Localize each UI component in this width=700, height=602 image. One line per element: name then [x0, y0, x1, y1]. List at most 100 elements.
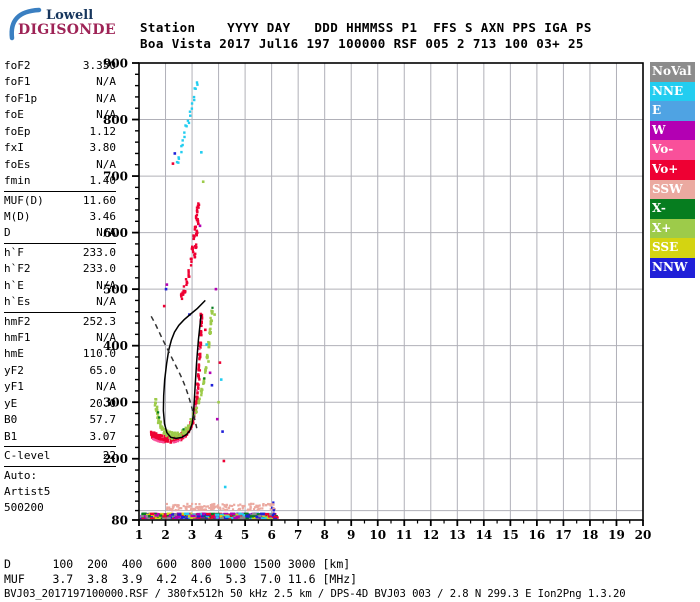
param-value: 110.0 — [82, 347, 116, 361]
param-row-b0: B0 57.7 — [4, 412, 116, 428]
legend-item-e[interactable]: E — [650, 101, 695, 121]
ionogram-parameter-table: foF2 3.350 foF1 N/A foF1p N/A foE N/A foEp 1.12 fx… — [4, 58, 116, 517]
param-key: h`Es — [4, 295, 31, 309]
param-row-hf2: h`F2 233.0 — [4, 261, 116, 277]
x-tick-label: 4 — [214, 528, 222, 542]
lowell-digisonde-logo: Lowell DIGISONDE — [6, 6, 126, 42]
x-tick-label: 19 — [608, 528, 625, 542]
x-tick-label: 6 — [267, 528, 275, 542]
param-row-foes: foEs N/A — [4, 157, 116, 173]
legend-item-vo[interactable]: Vo- — [650, 140, 695, 160]
footer-file-row: BVJ03_2017197100000.RSF / 380fx512h 50 k… — [4, 588, 626, 600]
station-header-labels: Station YYYY DAY DDD HHMMSS P1 FFS S AXN… — [140, 20, 592, 35]
param-value: 233.0 — [82, 245, 116, 259]
param-key: fmin — [4, 174, 31, 188]
param-key: M(D) — [4, 209, 31, 223]
param-value: 233.0 — [82, 262, 116, 276]
param-row-fof1: foF1 N/A — [4, 74, 116, 90]
param-row-mufd: MUF(D) 11.60 — [4, 193, 116, 209]
polarization-legend: NoVal NNE E W Vo- Vo+ SSW X- X+ SSE NNW — [650, 62, 695, 278]
param-value: N/A — [96, 157, 116, 171]
param-value: N/A — [96, 331, 116, 344]
param-value: 3.350 — [82, 59, 116, 72]
param-row-foep: foEp 1.12 — [4, 124, 116, 140]
param-key: h`F2 — [4, 262, 31, 276]
legend-item-vo[interactable]: Vo+ — [650, 159, 695, 180]
param-value: 3.80 — [89, 141, 117, 155]
x-tick-label: 12 — [422, 528, 439, 542]
y-tick-label: 600 — [103, 226, 128, 240]
param-key: foF2 — [4, 59, 31, 72]
y-tick-label: 200 — [103, 452, 128, 466]
auto-info-line-2: 500200 — [4, 501, 44, 515]
x-tick-label: 7 — [294, 528, 302, 542]
legend-item-x[interactable]: X- — [650, 199, 695, 219]
legend-item-nnw[interactable]: NNW — [650, 257, 695, 278]
param-value: N/A — [96, 295, 116, 309]
param-value: 65.0 — [89, 363, 117, 377]
footer-distance-row: D 100 200 400 600 800 1000 1500 3000 [km… — [4, 557, 351, 571]
param-key: MUF(D) — [4, 193, 44, 207]
param-key: foF1p — [4, 91, 38, 105]
footer-muf-row: MUF 3.7 3.8 3.9 4.2 4.6 5.3 7.0 11.6 [MH… — [4, 571, 358, 586]
param-key: hmE — [4, 347, 24, 361]
param-key: hmF1 — [4, 331, 31, 344]
legend-item-ssw[interactable]: SSW — [650, 179, 695, 200]
param-value: N/A — [96, 108, 116, 122]
station-header-values: Boa Vista 2017 Jul16 197 100000 RSF 005 … — [140, 36, 584, 51]
param-key: B1 — [4, 429, 18, 443]
param-row-foe: foE N/A — [4, 107, 116, 123]
param-value: 20.0 — [89, 396, 117, 410]
param-key: yF2 — [4, 363, 24, 377]
param-row-b1: B1 3.07 — [4, 429, 116, 445]
param-row-fxi: fxI 3.80 — [4, 140, 116, 156]
param-row-hes: h`Es N/A — [4, 294, 116, 310]
y-tick-label: 900 — [103, 57, 128, 71]
legend-item-noval[interactable]: NoVal — [650, 62, 695, 82]
param-value: 1.12 — [89, 124, 117, 138]
x-tick-label: 5 — [241, 528, 249, 542]
param-row-fof1p: foF1p N/A — [4, 91, 116, 107]
param-row-yf1: yF1 N/A — [4, 379, 116, 395]
param-row-hmf1: hmF1 N/A — [4, 330, 116, 346]
param-key: yF1 — [4, 380, 24, 394]
param-key: D — [4, 226, 11, 240]
param-value: 252.3 — [82, 314, 116, 328]
legend-item-x[interactable]: X+ — [650, 218, 695, 239]
param-value: N/A — [96, 75, 116, 89]
param-group-divider — [4, 242, 116, 244]
y-tick-label: 700 — [103, 170, 128, 184]
x-tick-label: 8 — [321, 528, 329, 542]
param-key: hmF2 — [4, 314, 31, 328]
legend-item-sse[interactable]: SSE — [650, 238, 695, 258]
param-key: foE — [4, 108, 24, 122]
x-tick-label: 9 — [347, 528, 355, 542]
auto-info-line-0: Auto: — [4, 468, 38, 482]
param-value: 57.7 — [89, 413, 117, 427]
param-row-fof2: foF2 3.350 — [4, 58, 116, 74]
param-row-clevel: C-level 22 — [4, 448, 116, 464]
param-value: N/A — [96, 278, 116, 292]
logo-lowell-text: Lowell — [46, 8, 94, 23]
x-tick-label: 3 — [188, 528, 196, 542]
station-header: Station YYYY DAY DDD HHMMSS P1 FFS S AXN… — [140, 20, 592, 52]
param-group-divider — [4, 465, 116, 467]
param-value: N/A — [96, 380, 116, 394]
param-row-he: h`E N/A — [4, 278, 116, 294]
x-tick-label: 15 — [502, 528, 519, 542]
x-tick-label: 2 — [161, 528, 169, 542]
y-tick-label: 300 — [103, 396, 128, 410]
param-group-divider — [4, 446, 116, 448]
x-tick-label: 17 — [555, 528, 572, 542]
x-tick-label: 10 — [369, 528, 386, 542]
legend-item-nne[interactable]: NNE — [650, 81, 695, 102]
param-group-divider — [4, 311, 116, 313]
param-row-d: D N/A — [4, 225, 116, 241]
legend-item-w[interactable]: W — [650, 120, 695, 141]
param-key: B0 — [4, 413, 18, 427]
y-tick-label: 80 — [111, 514, 128, 528]
x-tick-label: 14 — [475, 528, 492, 542]
logo-arc-icon — [9, 7, 42, 41]
